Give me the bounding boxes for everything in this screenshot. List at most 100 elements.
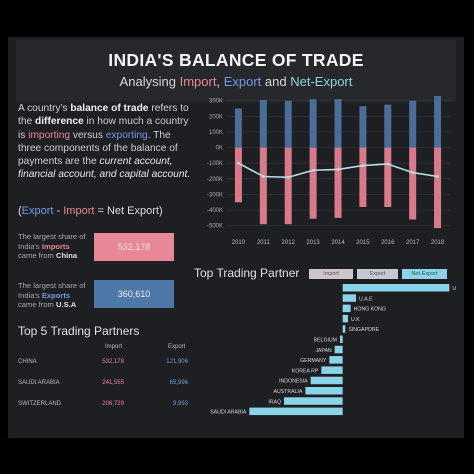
intro-italic: current account, financial account, and … — [18, 156, 191, 181]
intro-bold: balance of trade — [70, 103, 149, 114]
y-tick-label: -400K — [207, 208, 223, 214]
export-bar — [334, 99, 342, 148]
x-tick-label: 2014 — [331, 240, 345, 246]
formula-open: ( — [18, 205, 22, 217]
partner-bar — [342, 325, 346, 333]
export-bar — [359, 106, 367, 148]
import-bar — [334, 147, 342, 218]
top5-export-value: 9,993 — [172, 401, 188, 407]
net-export-point — [237, 161, 240, 165]
partner-label: GERMANY — [300, 358, 327, 364]
net-export-point — [336, 168, 340, 171]
dashboard: INDIA'S BALANCE OF TRADE Analysing Impor… — [8, 37, 464, 438]
intro-part: in how much a country is — [18, 116, 189, 141]
partner-title: Top Trading Partner — [194, 266, 300, 280]
page-subtitle: Analysing Import, Export and Net-Export — [16, 74, 456, 89]
partner-label: JAPAN — [315, 348, 332, 354]
subtitle-prefix: Analysing — [119, 74, 176, 89]
intro-part: refers to the — [18, 103, 189, 128]
intro-part: A country's — [18, 103, 71, 114]
top5-col-import: Import — [105, 344, 123, 350]
x-tick-label: 2018 — [431, 240, 445, 246]
export-share-highlight: Exports — [41, 290, 71, 300]
partner-bar-chart: U.S.A U.A.E HONG KONG U.K SINGAPORE BELGIUM JA… — [210, 284, 456, 416]
partner-label: SINGAPORE — [348, 327, 379, 333]
net-export-point — [261, 175, 265, 178]
intro-part: . The three components of the balance of… — [18, 129, 178, 168]
partner-label: SAUDI ARABIA — [210, 410, 247, 416]
import-bar — [234, 147, 242, 203]
y-tick-label: 100K — [209, 130, 223, 136]
export-bar — [384, 104, 392, 148]
intro-exporting: exporting — [105, 129, 148, 141]
import-share-country: China — [55, 251, 78, 261]
partner-label: U.K — [351, 317, 360, 323]
export-bar — [309, 99, 317, 148]
partner-bar — [334, 345, 343, 354]
top5-col-export: Export — [168, 344, 186, 350]
top5-country: SWITZERLAND — [18, 401, 62, 407]
net-export-point — [286, 175, 290, 179]
partner-bar — [284, 397, 343, 405]
partner-bar — [329, 356, 343, 364]
export-bar — [284, 100, 292, 148]
x-tick-label: 2013 — [306, 240, 320, 246]
import-bar — [384, 147, 392, 207]
import-bar — [259, 147, 267, 225]
formula-minus: - — [53, 205, 64, 217]
x-tick-label: 2015 — [356, 240, 370, 246]
export-share-value: 360,610 — [94, 280, 174, 308]
import-bar — [309, 147, 317, 219]
import-bar — [284, 147, 292, 225]
subtitle-sep: , — [216, 74, 221, 89]
top5-import-value: 206,729 — [102, 401, 124, 407]
export-share-line: came from U.S.A — [18, 300, 98, 310]
header: INDIA'S BALANCE OF TRADE Analysing Impor… — [16, 40, 456, 102]
net-export-point — [361, 164, 365, 167]
partner-toggle-import[interactable]: Import — [309, 269, 353, 279]
intro-bold: difference — [35, 116, 84, 128]
net-export-point — [436, 175, 439, 178]
subtitle-export: Export — [223, 74, 262, 89]
import-share-line: came from China — [18, 251, 98, 261]
intro-text: A country's balance of trade refers to t… — [18, 102, 196, 182]
y-tick-label: -100K — [207, 161, 223, 167]
net-export-point — [386, 162, 390, 166]
partner-label: IRAQ — [268, 399, 281, 405]
formula-rest: = Net Export) — [94, 205, 163, 217]
export-share-text: came from — [18, 300, 56, 310]
x-tick-label: 2012 — [282, 240, 296, 246]
export-bar — [234, 108, 242, 148]
intro-importing: importing — [28, 129, 71, 141]
partner-bar — [342, 304, 351, 313]
import-share-text: India's — [18, 241, 42, 251]
export-share-country: U.S.A — [55, 300, 77, 310]
import-share-label: The largest share of India's Imports cam… — [18, 232, 98, 261]
x-tick-label: 2011 — [257, 240, 271, 246]
page-title: INDIA'S BALANCE OF TRADE — [108, 50, 364, 70]
subtitle-net: Net-Export — [290, 74, 353, 89]
partner-toggle-netexport[interactable]: Net-Export — [402, 269, 447, 279]
partner-bar — [249, 407, 343, 416]
partner-label: KOREA RP — [292, 368, 319, 374]
export-share-label: The largest share of India's Exports cam… — [18, 281, 98, 310]
formula-export: Export — [21, 205, 54, 217]
partner-bar — [342, 314, 348, 323]
export-bar — [409, 100, 417, 148]
top5-title: Top 5 Trading Partners — [18, 324, 140, 338]
top5-country: SAUDI ARABIA — [18, 380, 60, 386]
partner-toggle-export[interactable]: Export — [357, 269, 398, 279]
subtitle-and: and — [264, 74, 287, 89]
export-share-text: India's — [18, 290, 42, 300]
top5-export-value: 65,996 — [169, 380, 188, 386]
subtitle-import: Import — [179, 74, 217, 89]
partner-label: BELGIUM — [314, 338, 337, 344]
intro-part: versus — [70, 129, 106, 141]
trade-trend-chart: 300K 200K 100K 0K -100K -200K -300K -400K -500K 2… — [207, 96, 450, 246]
x-tick-label: 2016 — [381, 240, 395, 246]
import-share-text: came from — [18, 251, 56, 261]
y-tick-label: 300K — [209, 99, 223, 105]
formula: (Export - Import = Net Export) — [18, 205, 163, 217]
import-bar — [359, 147, 367, 207]
x-tick-label: 2017 — [406, 240, 420, 246]
